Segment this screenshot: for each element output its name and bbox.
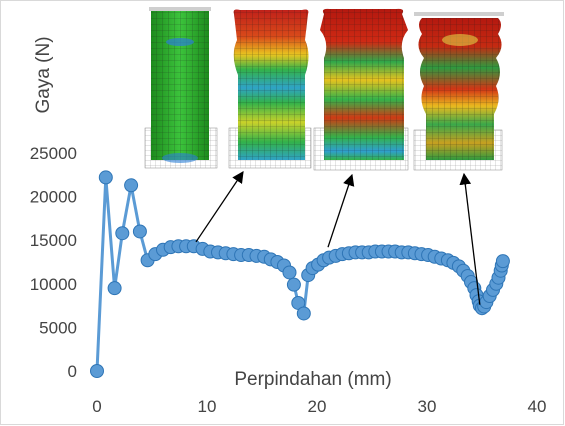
x-tick-label: 40 [528,397,547,416]
data-point [495,254,510,269]
data-point [98,170,113,185]
data-point [296,306,311,321]
data-point [115,226,130,241]
inset-image-3 [413,12,504,171]
data-point [90,364,104,378]
data-point [286,277,301,292]
annotation-arrow [459,172,481,305]
data-point [132,224,147,239]
annotation-arrow [195,171,244,243]
x-tick-label: 10 [198,397,217,416]
y-tick-label: 15000 [30,231,77,250]
inset-image-0 [144,7,218,169]
data-series [90,170,510,378]
inset-image-1 [228,9,312,169]
y-tick-label: 10000 [30,275,77,294]
annotation-arrow [327,173,355,248]
y-tick-label: 20000 [30,188,77,207]
data-point [124,178,139,193]
annotation-arrows [195,171,481,305]
data-point [107,281,122,296]
x-tick-label: 30 [418,397,437,416]
data-point [282,265,297,280]
series-line [95,175,505,372]
y-axis-title: Gaya (N) [33,36,54,113]
y-tick-label: 5000 [39,318,77,337]
x-tick-labels: 0 10 20 30 40 [92,397,546,416]
inset-image-2 [313,8,409,171]
y-tick-label: 0 [68,362,77,381]
x-tick-label: 20 [308,397,327,416]
y-tick-labels: 0 5000 10000 15000 20000 25000 [30,144,77,381]
x-axis-title: Perpindahan (mm) [234,369,391,390]
x-tick-label: 0 [92,397,101,416]
y-tick-label: 25000 [30,144,77,163]
